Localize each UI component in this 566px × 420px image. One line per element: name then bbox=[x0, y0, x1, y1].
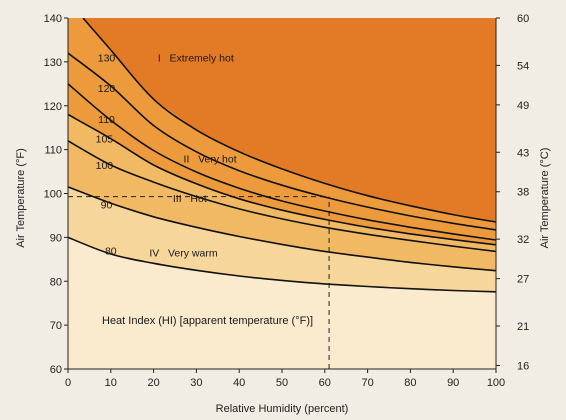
x-tick-label: 70 bbox=[361, 377, 373, 389]
x-tick-label: 10 bbox=[105, 377, 117, 389]
y-right-tick-label: 43 bbox=[517, 147, 529, 159]
curve-label-120: 120 bbox=[98, 83, 116, 95]
y-right-tick-label: 16 bbox=[517, 360, 529, 372]
y-left-ticks: 60 70 80 90 100 110 120 130 140 bbox=[44, 13, 68, 376]
y-right-tick-label: 27 bbox=[517, 274, 529, 286]
band-hot bbox=[68, 114, 496, 271]
band-below bbox=[68, 237, 496, 369]
band-very-hot bbox=[68, 18, 496, 245]
hi-curve-130 bbox=[82, 18, 496, 223]
x-tick-label: 90 bbox=[447, 377, 459, 389]
y-left-tick-label: 140 bbox=[44, 13, 62, 25]
y-right-tick-label: 38 bbox=[517, 187, 529, 199]
band-very-warm bbox=[68, 186, 496, 292]
zone-labels: I Extremely hot II Very hot III Hot IV Very… bbox=[149, 52, 236, 259]
curve-label-90: 90 bbox=[101, 199, 113, 211]
x-axis-label: Relative Humidity (percent) bbox=[216, 403, 349, 415]
y-axis-label-right: Air Temperature (°C) bbox=[539, 148, 551, 249]
y-left-tick-label: 90 bbox=[50, 232, 62, 244]
zone-label-4: IV Very warm bbox=[149, 248, 218, 260]
x-tick-label: 0 bbox=[65, 377, 71, 389]
hi-curve-110 bbox=[68, 83, 496, 241]
x-tick-label: 40 bbox=[233, 377, 245, 389]
y-axis-label-left: Air Temperature (°F) bbox=[15, 148, 27, 248]
y-right-tick-label: 60 bbox=[517, 13, 529, 25]
heat-index-curves bbox=[68, 18, 496, 293]
hi-curve-120 bbox=[68, 52, 496, 231]
y-right-ticks: 16 21 27 32 38 43 49 54 60 bbox=[496, 13, 529, 372]
x-tick-label: 20 bbox=[147, 377, 159, 389]
hi-curve-80 bbox=[68, 236, 496, 293]
y-left-tick-label: 80 bbox=[50, 276, 62, 288]
x-tick-label: 30 bbox=[190, 377, 202, 389]
y-left-tick-label: 60 bbox=[50, 364, 62, 376]
zone-label-1: I Extremely hot bbox=[158, 52, 234, 64]
zone-label-3: III Hot bbox=[173, 193, 207, 205]
x-tick-label: 80 bbox=[404, 377, 416, 389]
x-ticks: 0 10 20 30 40 50 60 70 80 90 100 bbox=[65, 369, 505, 389]
curve-label-100: 100 bbox=[96, 160, 114, 172]
band-extremely-hot bbox=[68, 18, 496, 222]
y-left-tick-label: 70 bbox=[50, 320, 62, 332]
curve-labels: 130 120 110 105 100 90 80 bbox=[96, 52, 117, 257]
heat-zone-bands bbox=[68, 18, 496, 369]
y-left-tick-label: 110 bbox=[44, 145, 62, 157]
x-tick-label: 100 bbox=[487, 377, 505, 389]
y-left-tick-label: 100 bbox=[44, 189, 62, 201]
y-right-tick-label: 54 bbox=[517, 60, 529, 72]
curve-label-80: 80 bbox=[105, 246, 117, 258]
y-right-tick-label: 21 bbox=[517, 321, 529, 333]
y-left-tick-label: 130 bbox=[44, 57, 62, 69]
curve-label-130: 130 bbox=[98, 52, 116, 64]
hi-curve-100 bbox=[68, 140, 496, 253]
x-tick-label: 60 bbox=[319, 377, 331, 389]
y-right-tick-label: 32 bbox=[517, 234, 529, 246]
y-left-tick-label: 120 bbox=[44, 101, 62, 113]
zone-label-2: II Very hot bbox=[184, 153, 237, 165]
x-tick-label: 50 bbox=[276, 377, 288, 389]
y-right-tick-label: 49 bbox=[517, 100, 529, 112]
hi-curve-90 bbox=[68, 186, 496, 272]
curve-label-110: 110 bbox=[98, 114, 115, 126]
curve-label-105: 105 bbox=[96, 134, 114, 146]
hi-curve-105 bbox=[68, 113, 496, 246]
inner-label: Heat Index (HI) [apparent temperature (°… bbox=[102, 315, 313, 327]
